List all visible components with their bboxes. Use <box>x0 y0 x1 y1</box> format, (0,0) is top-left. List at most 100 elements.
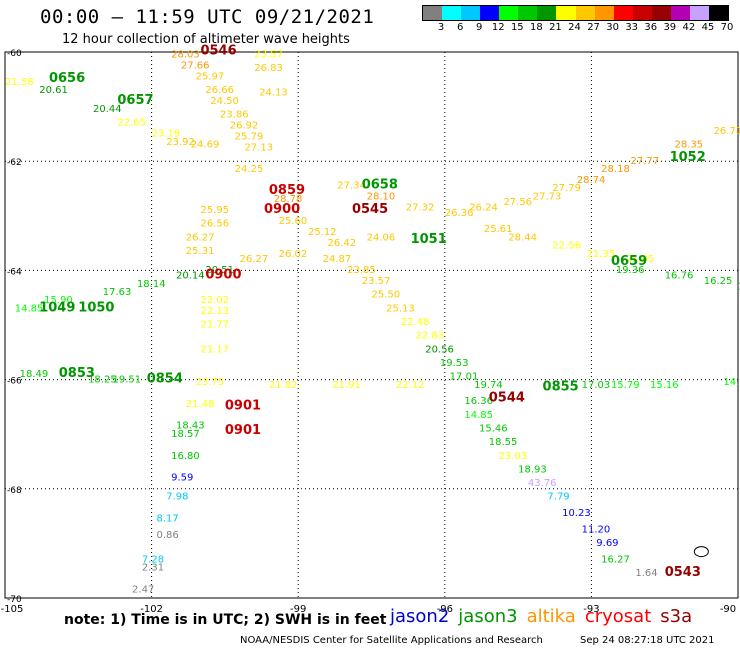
wave-height-value: 22.56 <box>552 241 581 252</box>
wave-height-value: 27.56 <box>503 197 532 208</box>
credit-line: NOAA/NESDIS Center for Satellite Applica… <box>240 635 543 646</box>
wave-height-value: 21.58 <box>5 77 34 88</box>
wave-height-value: 25.97 <box>196 71 225 82</box>
wave-height-value: 26.42 <box>328 238 357 249</box>
legend-swatch <box>499 6 519 20</box>
wave-height-value: 23.85 <box>347 265 376 276</box>
pass-time-label: 0546 <box>200 44 236 59</box>
pass-time-label: 0544 <box>489 390 525 405</box>
legend-swatch <box>423 6 443 20</box>
wave-height-value: 25.13 <box>386 303 415 314</box>
legend-tick-label: 9 <box>476 22 483 33</box>
wave-height-value: 14.00 <box>723 377 740 388</box>
wave-height-value: 25.50 <box>372 290 401 301</box>
pass-time-label: 1051 <box>411 232 447 247</box>
page-subtitle: 12 hour collection of altimeter wave hei… <box>62 32 350 47</box>
wave-height-value: 25.95 <box>200 205 229 216</box>
legend-tick-label: 39 <box>663 22 677 33</box>
legend-swatch <box>442 6 462 20</box>
legend-swatch <box>708 6 728 20</box>
wave-height-value: 22.02 <box>200 295 229 306</box>
lon-label: -105 <box>1 604 24 615</box>
wave-height-value: 25.79 <box>235 131 264 142</box>
wave-height-value: 27.73 <box>533 191 562 202</box>
wave-height-value: 21.91 <box>332 380 361 391</box>
legend-swatch <box>480 6 500 20</box>
wave-height-value: 21.95 <box>626 254 655 265</box>
pass-time-label: 0657 <box>117 93 153 108</box>
lon-label: -102 <box>140 604 163 615</box>
wave-height-value: 10.23 <box>562 508 591 519</box>
pass-time-label: 0545 <box>352 202 388 217</box>
wave-height-value: 24.13 <box>259 88 288 99</box>
page-title: 00:00 – 11:59 UTC 09/21/2021 <box>40 6 375 28</box>
wave-height-value: 20.51 <box>205 265 234 276</box>
wave-height-value: 22.83 <box>415 331 444 342</box>
legend-tick-label: 27 <box>587 22 600 33</box>
wave-height-value: 20.14 <box>176 271 205 282</box>
wave-height-value: 27.79 <box>552 183 581 194</box>
wave-height-value: 27.34 <box>337 181 366 192</box>
legend-tick-label: 36 <box>644 22 658 33</box>
wave-height-value: 23.57 <box>362 276 391 287</box>
pass-time-label: 0658 <box>362 178 398 193</box>
wave-height-value: 16.80 <box>171 451 200 462</box>
wave-height-value: 26.27 <box>240 254 269 265</box>
lon-label: -99 <box>290 604 306 615</box>
wave-height-value: 18.93 <box>518 464 547 475</box>
pass-time-label: 0543 <box>665 565 701 580</box>
wave-height-value: 24.25 <box>235 164 264 175</box>
wave-height-value: 9.69 <box>596 538 618 549</box>
wave-height-value: 19.53 <box>440 358 469 369</box>
wave-height-value: 16.7 <box>738 282 740 293</box>
legend-tick-label: 70 <box>720 22 734 33</box>
wave-height-value: 28.35 <box>674 140 703 151</box>
wave-height-value: 20.61 <box>39 85 68 96</box>
legend-tick-label: 3 <box>437 22 445 33</box>
pass-time-label: 0854 <box>147 371 183 386</box>
satellite-name: cryosat <box>584 606 652 627</box>
wave-height-value: 2.47 <box>132 585 154 596</box>
wave-height-value: 21.35 <box>587 249 616 260</box>
wave-height-value: 18.25 <box>88 374 117 385</box>
pass-time-label: 1049 <box>39 300 75 315</box>
wave-height-value: 27.66 <box>181 60 210 71</box>
pass-time-label: 0901 <box>225 423 261 438</box>
wave-height-value: 28.10 <box>367 191 396 202</box>
wave-height-value: 28.74 <box>577 175 606 186</box>
generation-timestamp: Sep 24 08:27:18 UTC 2021 <box>580 635 715 646</box>
wave-height-value: 28.03 <box>171 49 200 60</box>
wave-height-value: 18.14 <box>137 279 166 290</box>
wave-height-value: 7.28 <box>142 555 164 566</box>
wave-height-value: 0.86 <box>156 530 178 541</box>
satellite-name: s3a <box>660 606 693 627</box>
wave-height-value: 21.48 <box>186 399 215 410</box>
pass-time-label: 1050 <box>78 300 114 315</box>
wave-height-value: 26.92 <box>230 120 259 131</box>
wave-height-value: 25.12 <box>308 227 337 238</box>
island-outline <box>693 546 709 558</box>
satellite-name: altika <box>526 606 576 627</box>
wave-height-value: 7.98 <box>166 492 188 503</box>
wave-height-value: 15.46 <box>479 423 508 434</box>
satellite-legend: jason2 jason3 altika cryosat s3a <box>390 606 701 627</box>
wave-height-value: 24.69 <box>191 140 220 151</box>
wave-height-value: 23.75 <box>196 377 225 388</box>
wave-height-value: 23.57 <box>254 49 283 60</box>
legend-swatch <box>461 6 481 20</box>
pass-time-label: 0859 <box>269 183 305 198</box>
wave-height-value: 25.31 <box>186 246 215 257</box>
wave-height-value: 9.59 <box>171 473 193 484</box>
wave-height-value: 22.13 <box>200 306 229 317</box>
wave-height-value: 23.92 <box>166 137 195 148</box>
legend-swatch <box>689 6 709 20</box>
pass-time-label: 0853 <box>59 366 95 381</box>
wave-height-value: 18.43 <box>176 421 205 432</box>
wave-height-value: 26.27 <box>186 232 215 243</box>
pass-time-label: 0855 <box>543 380 579 395</box>
legend-swatch <box>632 6 652 20</box>
legend-tick-label: 6 <box>456 22 464 33</box>
